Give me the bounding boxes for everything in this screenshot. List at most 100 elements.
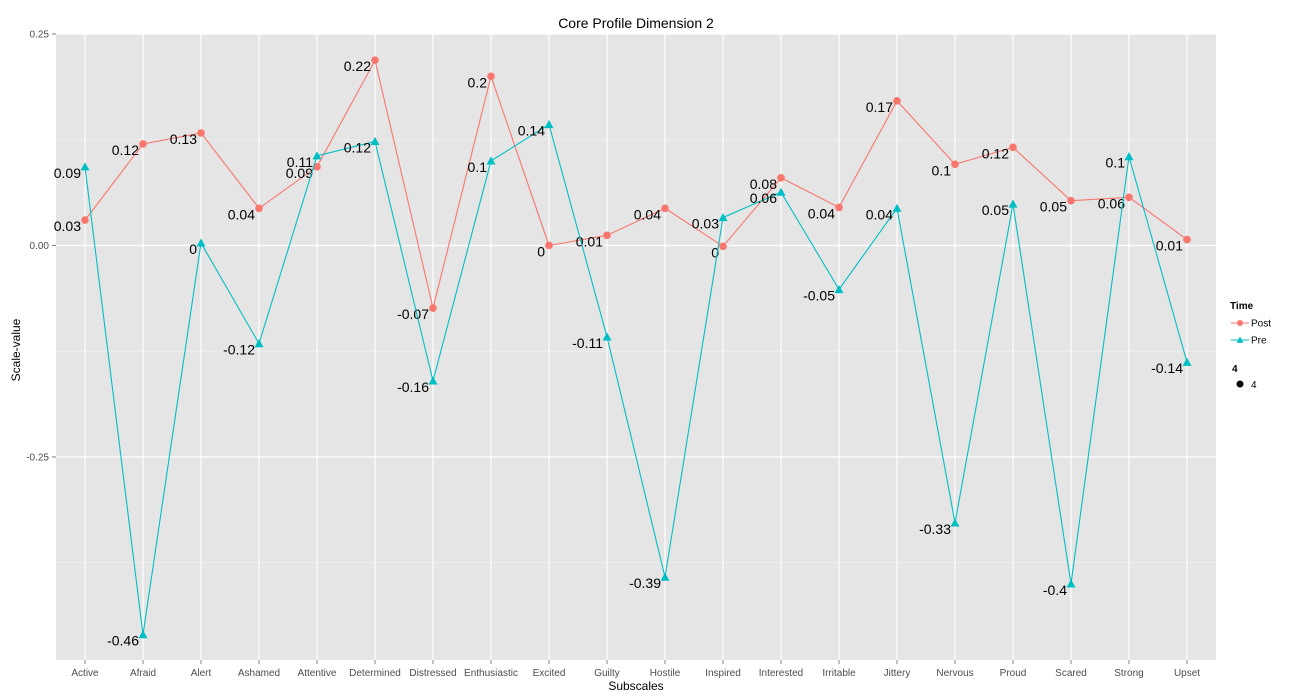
legend-item-pre: Pre (1251, 336, 1267, 347)
data-label-pre: 0.1 (1106, 155, 1126, 171)
y-axis-title: Scale-value (9, 318, 23, 381)
axes: 0.25 0.00 -0.25 Active Afraid Alert Ashamed Att… (26, 30, 1200, 680)
data-point-post (1009, 143, 1017, 152)
data-label-pre: 0.03 (692, 216, 719, 232)
data-point-pre (1182, 357, 1192, 366)
data-point-pre (718, 213, 728, 222)
chart-title: Core Profile Dimension 2 (558, 15, 714, 31)
legend-time-title: Time (1230, 301, 1254, 312)
data-label-post: 0.13 (170, 131, 197, 147)
data-label-post: 0 (711, 244, 719, 260)
data-point-pre (196, 238, 206, 247)
data-label-post: 0.17 (866, 99, 893, 115)
data-label-pre: -0.46 (107, 633, 139, 649)
data-point-pre (660, 572, 670, 581)
legend: Time 4 4 Post Pre (1230, 301, 1271, 391)
plot-background (56, 34, 1216, 660)
x-tick-label: Jittery (884, 668, 911, 679)
legend-item-post: Post (1251, 319, 1271, 330)
x-tick-label: Afraid (130, 668, 156, 679)
data-label-post: 0.12 (982, 145, 1009, 161)
data-point-post (197, 129, 205, 137)
legend-key-marker-pre (1236, 336, 1244, 343)
series-layer: 0.030.120.130.040.090.22-0.070.200.010.0… (54, 56, 1192, 649)
data-point-pre (80, 162, 90, 171)
series-line-pre (84, 123, 1188, 635)
series-post: 0.03 0.12 0.13 0.04 0.09 0.22 -0.07 0.2 0 0.01 0.0… (54, 56, 1191, 322)
x-tick-label: Active (71, 668, 99, 679)
data-point-pre (834, 284, 844, 294)
data-label-pre: -0.39 (629, 575, 661, 591)
y-tick-label: -0.25 (26, 452, 49, 463)
data-point-post (1183, 235, 1191, 244)
data-point-pre (370, 136, 380, 146)
data-point-pre (892, 203, 902, 212)
data-label-post: 0.08 (750, 176, 777, 192)
data-point-post (951, 160, 959, 169)
x-tick-label: Determined (349, 668, 401, 679)
data-point-pre (312, 151, 322, 160)
data-label-post: 0 (537, 243, 545, 259)
data-label-pre: -0.33 (919, 521, 951, 537)
data-label-post: 0.06 (1098, 195, 1125, 211)
data-label-pre: -0.12 (223, 342, 255, 358)
data-label-post: 0.03 (54, 218, 81, 234)
data-label-pre: -0.14 (1151, 360, 1183, 376)
data-label-post: 0.05 (1040, 199, 1067, 215)
data-point-post (255, 204, 263, 213)
data-point-post (661, 204, 669, 213)
data-label-pre: 0.05 (982, 202, 1009, 218)
x-tick-label: Distressed (409, 668, 456, 679)
x-tick-label: Inspired (705, 668, 741, 679)
x-tick-label: Strong (1114, 668, 1143, 679)
x-tick-label: Hostile (650, 668, 681, 679)
data-label-post: 0.04 (228, 206, 255, 222)
x-tick-label: Nervous (936, 668, 973, 679)
data-point-post (835, 203, 843, 212)
data-point-pre (544, 120, 554, 129)
x-tick-label: Enthusiastic (464, 668, 518, 679)
data-label-post: -0.07 (397, 306, 429, 322)
data-point-pre (138, 630, 148, 639)
data-label-pre: -0.4 (1043, 582, 1067, 598)
y-tick-label: 0.00 (30, 241, 50, 252)
series-line-post (84, 58, 1188, 309)
data-point-pre (428, 376, 438, 385)
plot-panel (56, 34, 1216, 660)
data-label-pre: 0.04 (866, 206, 893, 222)
x-axis-title: Subscales (608, 679, 663, 693)
data-point-post (371, 56, 379, 65)
x-tick-label: Guilty (594, 668, 620, 679)
legend-size-label: 4 (1251, 380, 1257, 391)
x-tick-label: Scared (1055, 668, 1087, 679)
data-label-post: 0.01 (1156, 238, 1183, 254)
x-tick-label: Excited (533, 668, 566, 679)
data-point-pre (950, 518, 960, 527)
data-point-post (313, 163, 321, 171)
data-point-pre (1066, 579, 1076, 588)
data-label-post: 0.04 (808, 205, 835, 221)
data-label-post: 0.1 (932, 162, 952, 178)
data-label-pre: 0.14 (518, 123, 545, 139)
x-tick-label: Interested (759, 668, 803, 679)
data-label-pre: -0.11 (572, 335, 603, 351)
data-label-post: 0.04 (634, 206, 661, 222)
data-label-pre: 0.12 (344, 139, 371, 155)
data-label-pre: 0.11 (287, 154, 313, 170)
data-point-post (719, 242, 727, 251)
x-tick-label: Attentive (298, 668, 337, 679)
x-tick-label: Ashamed (238, 668, 280, 679)
data-label-pre: 0 (189, 241, 197, 257)
data-label-pre: 0.09 (54, 165, 81, 181)
data-label-pre: 0.1 (468, 159, 488, 175)
x-tick-label: Irritable (822, 668, 856, 679)
data-point-post (1125, 193, 1133, 202)
data-point-post (139, 140, 147, 148)
data-label-post: 0.22 (344, 58, 371, 74)
data-label-post: 0.01 (576, 233, 603, 249)
data-point-pre (1124, 152, 1134, 161)
data-label-pre: -0.16 (397, 379, 429, 395)
series-pre: 0.09 -0.46 0 -0.12 0.11 0.12 -0.16 0.1 0.14 -0.11… (54, 120, 1192, 649)
data-label-post: 0.12 (112, 142, 139, 158)
